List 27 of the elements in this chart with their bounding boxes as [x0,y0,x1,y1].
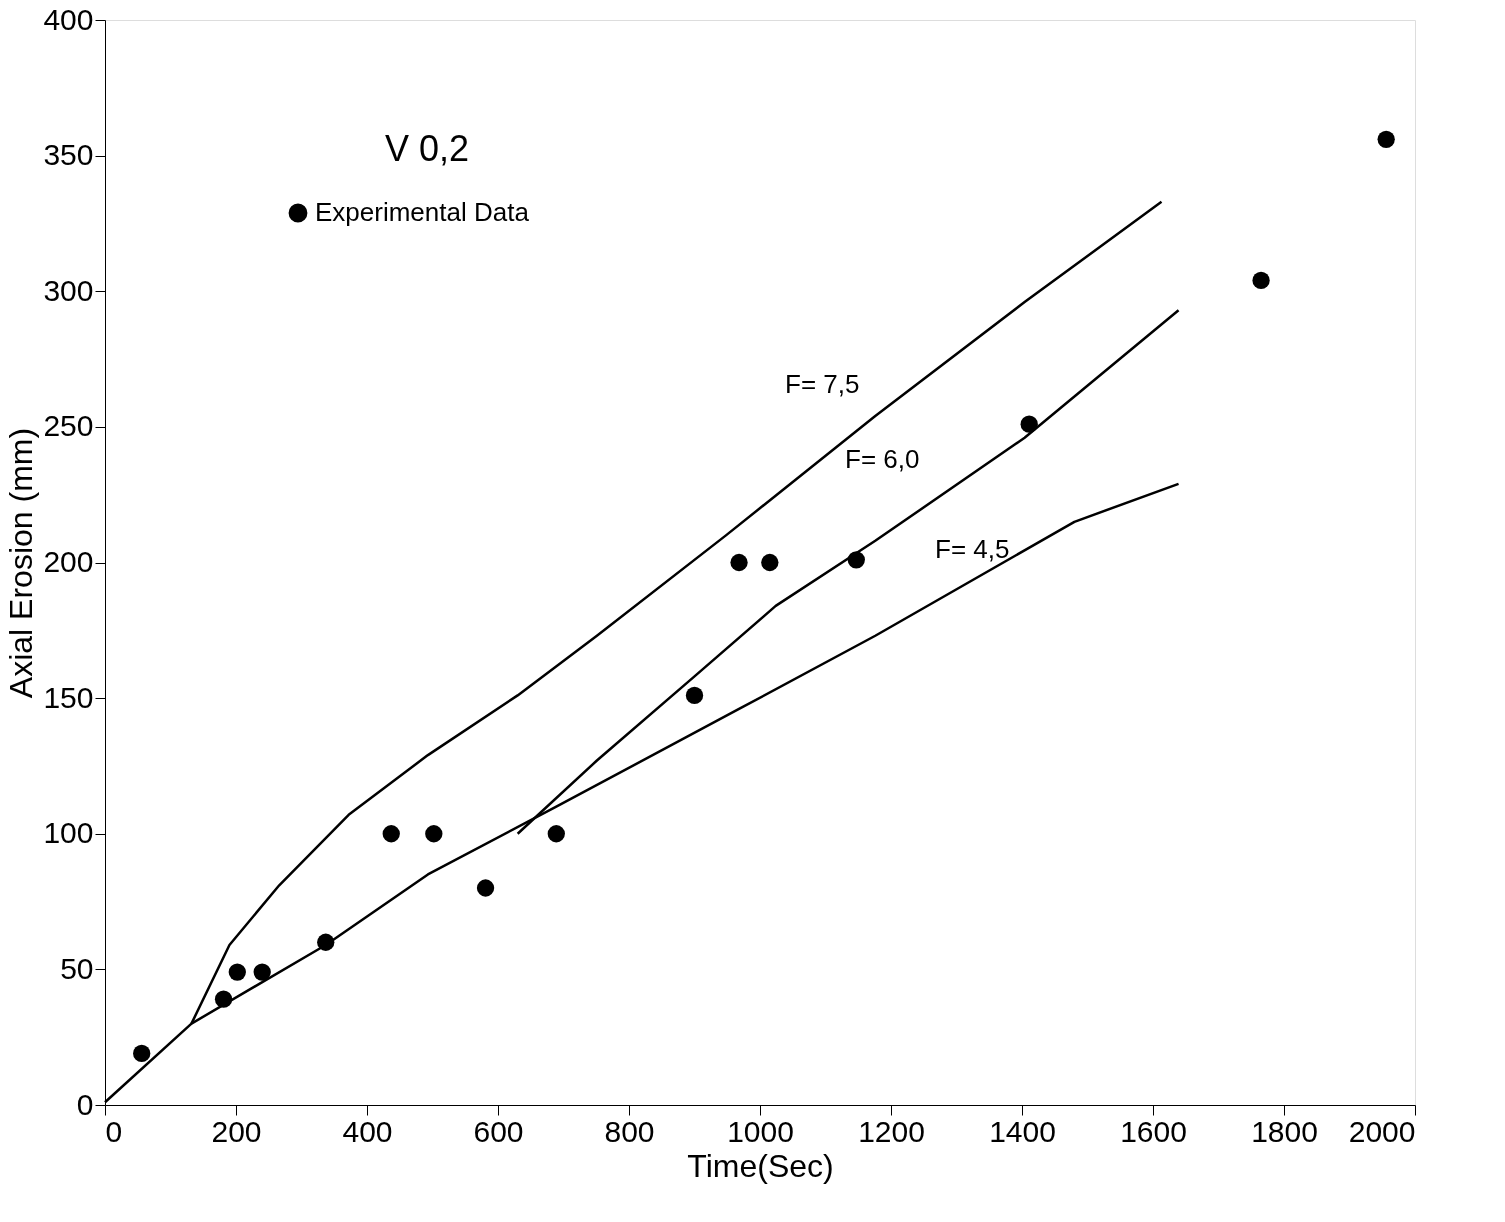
annotation: F= 4,5 [935,534,1010,564]
annotation: V 0,2 [385,128,470,169]
y-tick-label: 350 [43,138,94,172]
x-tick-label: 1400 [989,1114,1056,1148]
y-tick-label: 50 [60,951,94,985]
x-tick-label: 400 [342,1114,393,1148]
annotation: F= 6,0 [845,444,920,474]
y-axis-title: Axial Erosion (mm) [3,427,40,699]
x-tick-label: 1000 [727,1114,794,1148]
x-axis-title: Time(Sec) [687,1147,834,1184]
x-tick-label: 1600 [1120,1114,1187,1148]
y-tick-label: 400 [43,2,94,36]
legend-label: Experimental Data [315,197,530,227]
y-tick-label: 0 [76,1087,94,1121]
x-tick-label: 1800 [1251,1114,1318,1148]
y-tick-label: 150 [43,680,94,714]
x-tick-label: 800 [604,1114,655,1148]
x-tick-label: 1200 [858,1114,925,1148]
y-tick-label: 250 [43,409,94,443]
x-tick-label: 600 [473,1114,524,1148]
y-tick-label: 200 [43,545,94,578]
y-tick-label: 300 [43,273,94,307]
x-tick-label: 0 [105,1114,123,1148]
x-tick-label: 200 [211,1114,262,1148]
annotation: F= 7,5 [785,369,860,399]
x-tick-label: 2000 [1348,1114,1416,1148]
y-tick-label: 100 [43,816,94,850]
